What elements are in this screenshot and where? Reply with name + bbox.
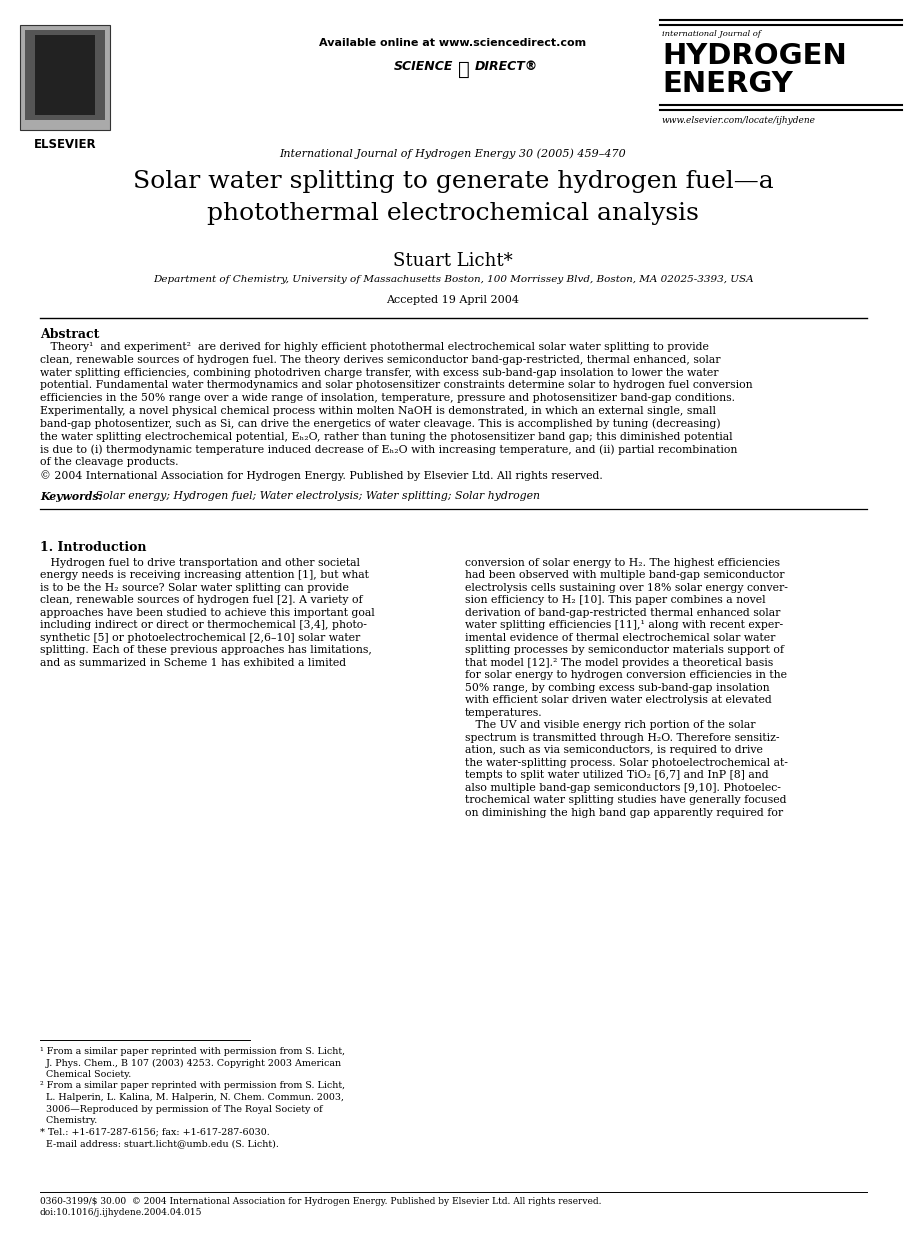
Text: E-mail address: stuart.licht@umb.edu (S. Licht).: E-mail address: stuart.licht@umb.edu (S.…	[40, 1139, 278, 1148]
Text: imental evidence of thermal electrochemical solar water: imental evidence of thermal electrochemi…	[465, 633, 775, 643]
Text: SCIENCE: SCIENCE	[394, 59, 453, 73]
Text: HYDROGEN: HYDROGEN	[662, 42, 847, 71]
Bar	[20, 25, 110, 130]
Text: 50% range, by combing excess sub-band-gap insolation: 50% range, by combing excess sub-band-ga…	[465, 683, 770, 693]
Text: 1. Introduction: 1. Introduction	[40, 541, 147, 553]
Text: and as summarized in Scheme 1 has exhibited a limited: and as summarized in Scheme 1 has exhibi…	[40, 657, 346, 667]
Text: water splitting efficiencies [11],¹ along with recent exper-: water splitting efficiencies [11],¹ alon…	[465, 620, 783, 630]
Bar	[25, 30, 105, 120]
Text: Stuart Licht*: Stuart Licht*	[393, 253, 512, 270]
Text: had been observed with multiple band-gap semiconductor: had been observed with multiple band-gap…	[465, 571, 785, 581]
Text: 0360-3199/$ 30.00  © 2004 International Association for Hydrogen Energy. Publish: 0360-3199/$ 30.00 © 2004 International A…	[40, 1197, 601, 1206]
Text: spectrum is transmitted through H₂O. Therefore sensitiz-: spectrum is transmitted through H₂O. The…	[465, 733, 779, 743]
Text: ENERGY: ENERGY	[662, 71, 793, 98]
Text: sion efficiency to H₂ [10]. This paper combines a novel: sion efficiency to H₂ [10]. This paper c…	[465, 595, 766, 605]
Text: Chemical Society.: Chemical Society.	[40, 1070, 132, 1080]
Text: International Journal of Hydrogen Energy 30 (2005) 459–470: International Journal of Hydrogen Energy…	[279, 149, 627, 158]
Text: synthetic [5] or photoelectrochemical [2,6–10] solar water: synthetic [5] or photoelectrochemical [2…	[40, 633, 360, 643]
Text: ⓓ: ⓓ	[458, 59, 470, 79]
Text: Experimentally, a novel physical chemical process within molten NaOH is demonstr: Experimentally, a novel physical chemica…	[40, 406, 716, 416]
Text: clean, renewable sources of hydrogen fuel. The theory derives semiconductor band: clean, renewable sources of hydrogen fue…	[40, 355, 720, 365]
Text: Chemistry.: Chemistry.	[40, 1115, 97, 1125]
Text: Abstract: Abstract	[40, 328, 100, 340]
Text: Solar energy; Hydrogen fuel; Water electrolysis; Water splitting; Solar hydrogen: Solar energy; Hydrogen fuel; Water elect…	[92, 490, 540, 501]
Text: is to be the H₂ source? Solar water splitting can provide: is to be the H₂ source? Solar water spli…	[40, 583, 349, 593]
Text: temperatures.: temperatures.	[465, 708, 542, 718]
Text: electrolysis cells sustaining over 18% solar energy conver-: electrolysis cells sustaining over 18% s…	[465, 583, 788, 593]
Text: The UV and visible energy rich portion of the solar: The UV and visible energy rich portion o…	[465, 721, 756, 730]
Text: that model [12].² The model provides a theoretical basis: that model [12].² The model provides a t…	[465, 657, 774, 667]
Text: the water splitting electrochemical potential, Eₕ₂O, rather than tuning the phot: the water splitting electrochemical pote…	[40, 432, 733, 442]
Text: J. Phys. Chem., B 107 (2003) 4253. Copyright 2003 American: J. Phys. Chem., B 107 (2003) 4253. Copyr…	[40, 1058, 341, 1067]
Text: Keywords:: Keywords:	[40, 490, 102, 501]
Text: derivation of band-gap-restricted thermal enhanced solar: derivation of band-gap-restricted therma…	[465, 608, 780, 618]
Text: Accepted 19 April 2004: Accepted 19 April 2004	[386, 295, 520, 305]
Text: tempts to split water utilized TiO₂ [6,7] and InP [8] and: tempts to split water utilized TiO₂ [6,7…	[465, 770, 768, 780]
Bar	[35, 35, 95, 115]
Text: on diminishing the high band gap apparently required for: on diminishing the high band gap apparen…	[465, 808, 783, 818]
Text: energy needs is receiving increasing attention [1], but what: energy needs is receiving increasing att…	[40, 571, 369, 581]
Text: efficiencies in the 50% range over a wide range of insolation, temperature, pres: efficiencies in the 50% range over a wid…	[40, 394, 735, 404]
Text: international Journal of: international Journal of	[662, 30, 761, 38]
Text: of the cleavage products.: of the cleavage products.	[40, 457, 179, 467]
Text: potential. Fundamental water thermodynamics and solar photosensitizer constraint: potential. Fundamental water thermodynam…	[40, 380, 753, 390]
Text: 3006—Reproduced by permission of The Royal Society of: 3006—Reproduced by permission of The Roy…	[40, 1104, 323, 1113]
Text: www.elsevier.com/locate/ijhydene: www.elsevier.com/locate/ijhydene	[662, 116, 816, 125]
Text: splitting processes by semiconductor materials support of: splitting processes by semiconductor mat…	[465, 645, 784, 655]
Text: ² From a similar paper reprinted with permission from S. Licht,: ² From a similar paper reprinted with pe…	[40, 1082, 346, 1091]
Text: for solar energy to hydrogen conversion efficiencies in the: for solar energy to hydrogen conversion …	[465, 670, 787, 681]
Text: * Tel.: +1-617-287-6156; fax: +1-617-287-6030.: * Tel.: +1-617-287-6156; fax: +1-617-287…	[40, 1128, 269, 1136]
Text: ation, such as via semiconductors, is required to drive: ation, such as via semiconductors, is re…	[465, 745, 763, 755]
Text: Hydrogen fuel to drive transportation and other societal: Hydrogen fuel to drive transportation an…	[40, 558, 360, 568]
Text: © 2004 International Association for Hydrogen Energy. Published by Elsevier Ltd.: © 2004 International Association for Hyd…	[40, 470, 603, 480]
Text: is due to (i) thermodynamic temperature induced decrease of Eₕ₂O with increasing: is due to (i) thermodynamic temperature …	[40, 444, 737, 454]
Text: water splitting efficiencies, combining photodriven charge transfer, with excess: water splitting efficiencies, combining …	[40, 368, 718, 378]
Text: Theory¹  and experiment²  are derived for highly efficient photothermal electroc: Theory¹ and experiment² are derived for …	[40, 342, 709, 352]
Text: including indirect or direct or thermochemical [3,4], photo-: including indirect or direct or thermoch…	[40, 620, 366, 630]
Text: with efficient solar driven water electrolysis at elevated: with efficient solar driven water electr…	[465, 696, 772, 706]
Text: DIRECT®: DIRECT®	[475, 59, 538, 73]
Text: conversion of solar energy to H₂. The highest efficiencies: conversion of solar energy to H₂. The hi…	[465, 558, 780, 568]
Text: band-gap photosentizer, such as Si, can drive the energetics of water cleavage. : band-gap photosentizer, such as Si, can …	[40, 418, 721, 430]
Text: splitting. Each of these previous approaches has limitations,: splitting. Each of these previous approa…	[40, 645, 372, 655]
Text: ELSEVIER: ELSEVIER	[34, 137, 96, 151]
Text: Department of Chemistry, University of Massachusetts Boston, 100 Morrissey Blvd,: Department of Chemistry, University of M…	[152, 275, 754, 284]
Text: trochemical water splitting studies have generally focused: trochemical water splitting studies have…	[465, 795, 786, 805]
Text: the water-splitting process. Solar photoelectrochemical at-: the water-splitting process. Solar photo…	[465, 758, 788, 768]
Text: also multiple band-gap semiconductors [9,10]. Photoelec-: also multiple band-gap semiconductors [9…	[465, 782, 781, 792]
Text: Available online at www.sciencedirect.com: Available online at www.sciencedirect.co…	[319, 38, 587, 48]
Text: approaches have been studied to achieve this important goal: approaches have been studied to achieve …	[40, 608, 375, 618]
Text: L. Halperin, L. Kalina, M. Halperin, N. Chem. Commun. 2003,: L. Halperin, L. Kalina, M. Halperin, N. …	[40, 1093, 344, 1102]
Text: clean, renewable sources of hydrogen fuel [2]. A variety of: clean, renewable sources of hydrogen fue…	[40, 595, 363, 605]
Text: ¹ From a similar paper reprinted with permission from S. Licht,: ¹ From a similar paper reprinted with pe…	[40, 1047, 346, 1056]
Text: doi:10.1016/j.ijhydene.2004.04.015: doi:10.1016/j.ijhydene.2004.04.015	[40, 1208, 202, 1217]
Text: Solar water splitting to generate hydrogen fuel—a
photothermal electrochemical a: Solar water splitting to generate hydrog…	[132, 170, 774, 225]
